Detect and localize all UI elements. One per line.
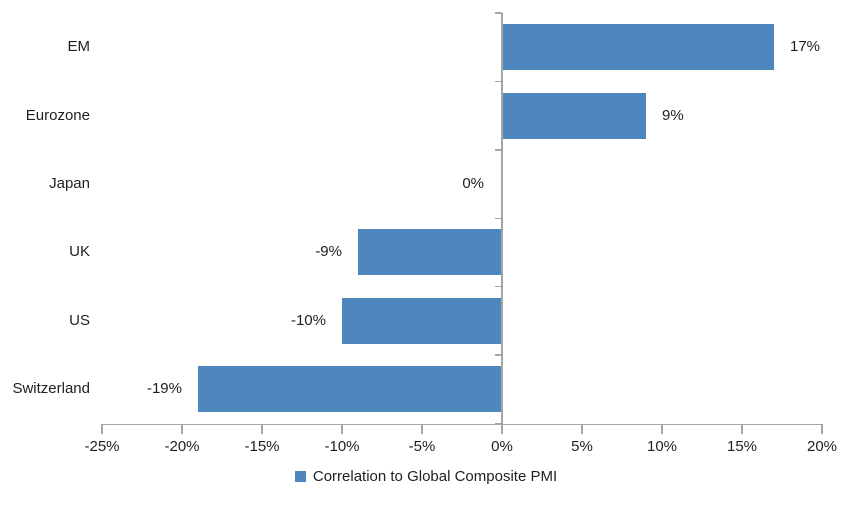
x-axis-tick xyxy=(261,423,263,434)
category-label-eurozone: Eurozone xyxy=(25,106,90,124)
x-axis-tick xyxy=(341,423,343,434)
x-tick-label: 20% xyxy=(806,438,838,455)
x-tick-label: -15% xyxy=(244,438,280,455)
x-tick-label: -20% xyxy=(164,438,200,455)
bar-em xyxy=(502,24,774,71)
value-label-japan: 0% xyxy=(462,175,484,193)
x-tick-label: -25% xyxy=(84,438,120,455)
x-tick-label: 15% xyxy=(726,438,758,455)
category-label-japan: Japan xyxy=(49,175,90,193)
y-axis-tick xyxy=(495,12,502,14)
x-axis-tick xyxy=(581,423,583,434)
value-label-em: 17% xyxy=(790,38,821,56)
x-tick-label: -10% xyxy=(324,438,360,455)
x-axis-tick xyxy=(661,423,663,434)
x-tick-label: -5% xyxy=(408,438,436,455)
y-axis-tick xyxy=(495,80,502,83)
bar-uk xyxy=(358,229,502,276)
x-tick-label: 0% xyxy=(491,438,513,455)
bar-eurozone xyxy=(502,92,646,139)
zero-axis-line xyxy=(501,13,503,424)
x-axis-tick xyxy=(101,423,103,434)
value-label-eurozone: 9% xyxy=(662,106,684,124)
x-tick-label: 10% xyxy=(646,438,678,455)
y-axis-tick xyxy=(495,149,502,151)
legend-label: Correlation to Global Composite PMI xyxy=(312,468,558,485)
value-label-switzerland: -19% xyxy=(146,380,182,398)
value-label-uk: -9% xyxy=(315,243,342,261)
x-tick-label: 5% xyxy=(571,438,593,455)
category-label-uk: UK xyxy=(69,243,90,261)
legend-swatch-icon xyxy=(294,471,306,482)
value-label-us: -10% xyxy=(290,311,326,329)
category-label-switzerland: Switzerland xyxy=(12,380,90,398)
category-label-em: EM xyxy=(67,38,91,56)
y-axis-tick xyxy=(495,422,502,425)
x-axis-tick xyxy=(821,423,823,434)
y-axis-tick xyxy=(495,354,502,356)
x-axis-tick xyxy=(421,423,423,434)
bar-us xyxy=(342,297,502,344)
legend: Correlation to Global Composite PMI xyxy=(0,468,852,485)
bar-switzerland xyxy=(198,366,502,413)
x-axis-tick xyxy=(181,423,183,434)
x-axis-line xyxy=(101,423,823,425)
x-axis-tick xyxy=(741,423,743,434)
x-axis-tick xyxy=(501,423,503,434)
category-label-us: US xyxy=(69,311,90,329)
y-axis-tick xyxy=(495,285,502,288)
y-axis-tick xyxy=(495,217,502,219)
